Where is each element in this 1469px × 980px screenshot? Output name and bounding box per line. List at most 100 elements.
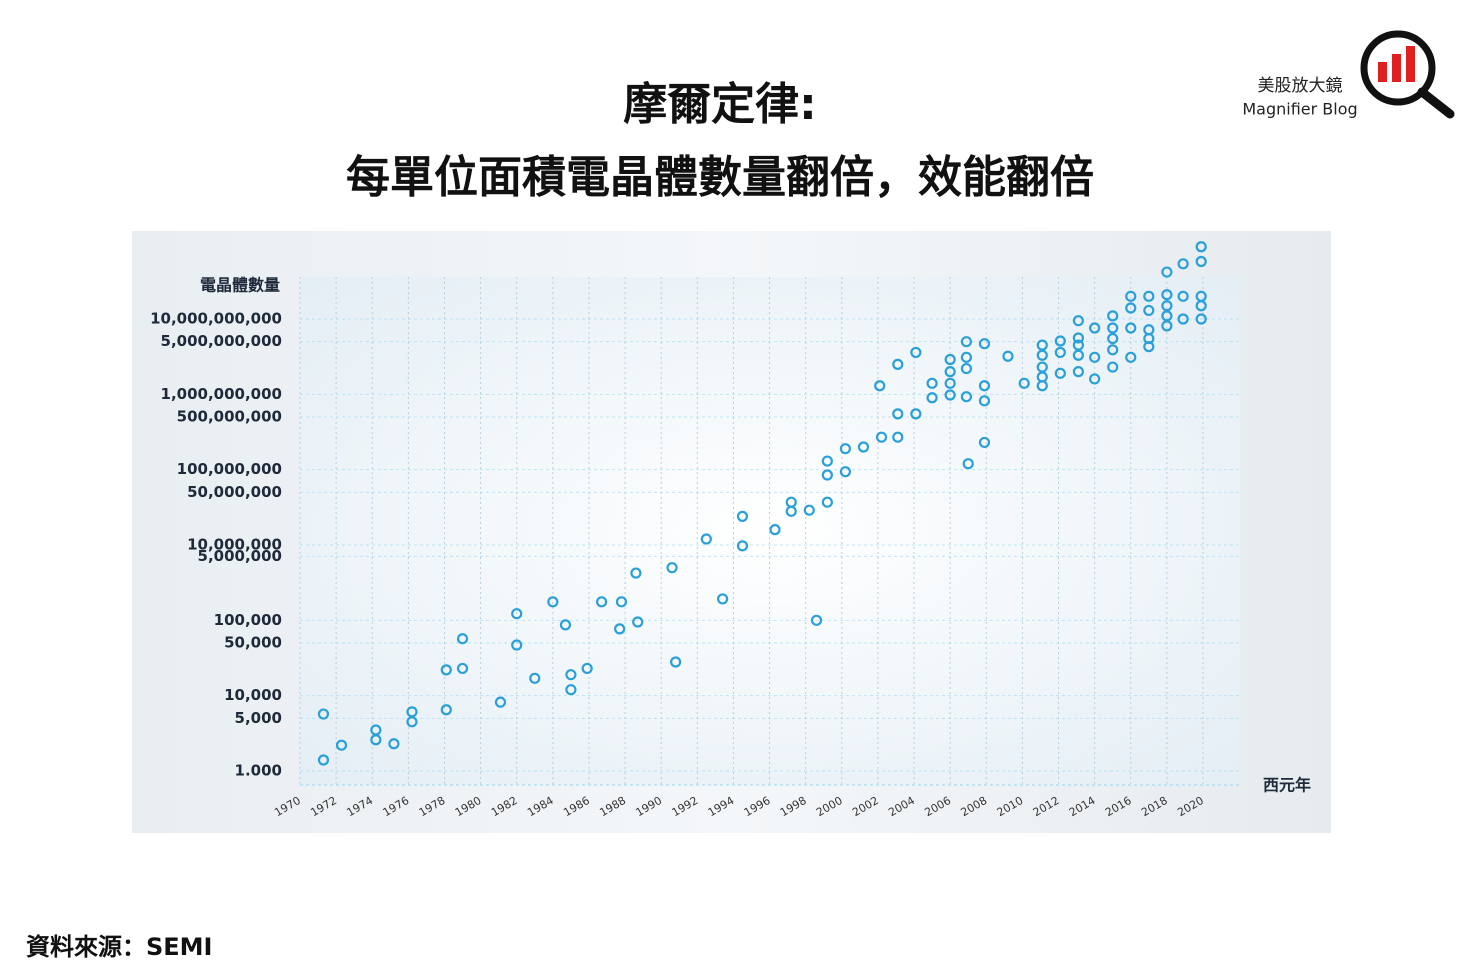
point [494, 696, 507, 708]
point [926, 392, 938, 404]
y-tick-label: 100,000,000 [177, 460, 282, 478]
point [1195, 313, 1207, 325]
point [944, 389, 956, 401]
point [769, 524, 781, 536]
y-tick-label: 500,000,000 [177, 408, 282, 426]
point [670, 656, 682, 668]
point [440, 704, 452, 716]
point [1143, 341, 1155, 353]
point [565, 684, 577, 696]
point [803, 504, 815, 516]
point [962, 458, 974, 470]
point [910, 346, 922, 359]
point [1195, 255, 1207, 268]
point [1125, 290, 1137, 302]
point [1089, 373, 1101, 385]
point [1143, 304, 1155, 317]
point [1107, 310, 1119, 322]
logo-en: Magnifier Blog [1242, 100, 1357, 119]
point [565, 669, 577, 681]
point [1036, 380, 1048, 392]
point [821, 496, 833, 508]
title-line1: 摩爾定律: [623, 79, 817, 130]
x-axis-label: 西元年 [1263, 776, 1311, 795]
point [960, 351, 973, 363]
point [1054, 346, 1066, 359]
point [944, 353, 956, 366]
point [978, 395, 991, 407]
point [892, 408, 904, 420]
point [1143, 290, 1155, 302]
point [1072, 332, 1084, 344]
y-tick-label: 100,000 [214, 611, 282, 629]
point [1072, 366, 1084, 378]
point [810, 614, 823, 626]
point [960, 336, 973, 348]
point [736, 510, 749, 522]
point [1018, 377, 1030, 389]
y-tick-label: 10,000 [224, 686, 282, 704]
point [1177, 313, 1189, 325]
point [632, 616, 644, 628]
point [1195, 300, 1207, 312]
point [547, 596, 559, 608]
logo-icon [1360, 30, 1455, 119]
point [388, 738, 400, 750]
point [821, 469, 833, 481]
point [370, 734, 382, 746]
point [317, 754, 330, 766]
point [1177, 258, 1189, 270]
point [821, 455, 833, 467]
y-tick-label: 5,000,000 [198, 547, 282, 565]
title-line2: 每單位面積電晶體數量翻倍，效能翻倍 [346, 152, 1094, 203]
y-axis-label: 電晶體數量 [200, 276, 280, 295]
point [874, 380, 886, 392]
point [1107, 361, 1119, 373]
point [857, 441, 870, 453]
point [1125, 322, 1137, 334]
point [1089, 351, 1101, 363]
logo-cn: 美股放大鏡 [1258, 76, 1343, 96]
y-tick-label: 5,000 [235, 709, 282, 727]
point [511, 639, 523, 651]
point [736, 540, 749, 552]
point [614, 623, 626, 635]
point [1161, 266, 1173, 278]
source-note: 資料來源：SEMI [26, 933, 213, 961]
point [960, 362, 973, 375]
point [926, 377, 938, 389]
point [1125, 302, 1137, 314]
point [317, 708, 330, 720]
point [960, 391, 973, 403]
point [1036, 339, 1048, 351]
point [630, 567, 642, 579]
point [1002, 350, 1014, 362]
point [978, 380, 991, 392]
point [1036, 349, 1048, 361]
point [1072, 349, 1084, 361]
y-tick-label: 1,000,000,000 [161, 385, 282, 403]
point [456, 662, 469, 675]
y-tick-label: 1.000 [235, 762, 282, 780]
point [839, 466, 852, 478]
point [892, 358, 904, 370]
point [406, 716, 418, 728]
point [978, 436, 991, 449]
y-tick-label: 10,000,000,000 [150, 310, 282, 328]
point [944, 366, 956, 378]
point [978, 338, 991, 350]
y-tick-label: 5,000,000,000 [161, 332, 282, 350]
point [1107, 344, 1119, 356]
point [335, 739, 348, 751]
point [700, 533, 712, 545]
plot: 1.0005,00010,00050,000100,0005,000,00010… [150, 241, 1311, 819]
point [615, 596, 628, 608]
point [1054, 335, 1066, 347]
point [785, 505, 797, 517]
y-tick-label: 10,000,000 [187, 536, 282, 554]
point [596, 596, 608, 608]
point [717, 593, 729, 605]
point [944, 377, 956, 389]
point [511, 608, 523, 620]
point [1195, 241, 1207, 253]
